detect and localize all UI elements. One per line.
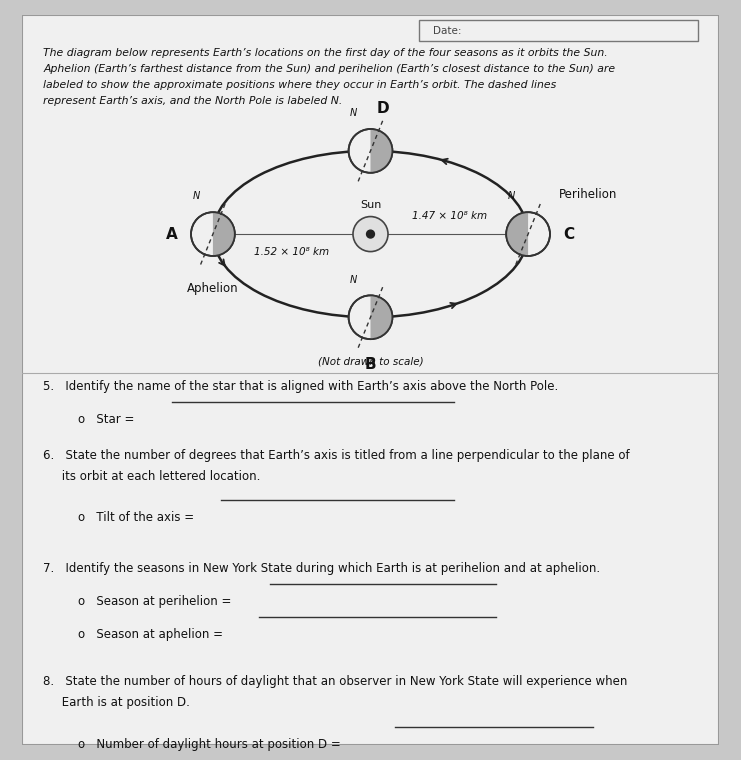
- Text: 8.   State the number of hours of daylight that an observer in New York State wi: 8. State the number of hours of daylight…: [43, 676, 628, 689]
- Text: labeled to show the approximate positions where they occur in Earth’s orbit. The: labeled to show the approximate position…: [43, 80, 556, 90]
- Text: Aphelion: Aphelion: [187, 282, 239, 295]
- Text: C: C: [563, 226, 574, 242]
- Polygon shape: [370, 129, 393, 173]
- Text: 1.52 × 10⁸ km: 1.52 × 10⁸ km: [254, 247, 329, 257]
- Text: D: D: [377, 101, 390, 116]
- Text: Date:: Date:: [433, 26, 462, 36]
- Text: The diagram below represents Earth’s locations on the first day of the four seas: The diagram below represents Earth’s loc…: [43, 48, 608, 58]
- Text: N: N: [508, 192, 515, 201]
- Text: o   Season at aphelion =: o Season at aphelion =: [78, 628, 227, 641]
- Text: B: B: [365, 356, 376, 372]
- Text: Earth is at position D.: Earth is at position D.: [43, 696, 190, 709]
- Text: 1.47 × 10⁸ km: 1.47 × 10⁸ km: [412, 211, 487, 221]
- Circle shape: [191, 212, 235, 256]
- Circle shape: [348, 296, 393, 339]
- Text: o   Season at perihelion =: o Season at perihelion =: [78, 595, 235, 608]
- Circle shape: [353, 217, 388, 252]
- Text: N: N: [193, 192, 200, 201]
- Polygon shape: [506, 212, 528, 256]
- Text: o   Number of daylight hours at position D =: o Number of daylight hours at position D…: [78, 737, 345, 751]
- Text: represent Earth’s axis, and the North Pole is labeled N.: represent Earth’s axis, and the North Po…: [43, 97, 342, 106]
- FancyBboxPatch shape: [22, 15, 719, 745]
- Text: Sun: Sun: [360, 200, 381, 210]
- Text: 6.   State the number of degrees that Earth’s axis is titled from a line perpend: 6. State the number of degrees that Eart…: [43, 449, 630, 462]
- Text: N: N: [350, 274, 357, 285]
- Polygon shape: [213, 212, 235, 256]
- Text: Perihelion: Perihelion: [559, 188, 617, 201]
- Circle shape: [348, 129, 393, 173]
- Polygon shape: [370, 296, 393, 339]
- Text: (Not drawn to scale): (Not drawn to scale): [318, 356, 423, 366]
- Text: A: A: [166, 226, 178, 242]
- Text: 5.   Identify the name of the star that is aligned with Earth’s axis above the N: 5. Identify the name of the star that is…: [43, 380, 559, 393]
- Text: Aphelion (Earth’s farthest distance from the Sun) and perihelion (Earth’s closes: Aphelion (Earth’s farthest distance from…: [43, 64, 615, 74]
- Text: o   Tilt of the axis =: o Tilt of the axis =: [78, 511, 198, 524]
- Text: N: N: [350, 108, 357, 119]
- Text: o   Star =: o Star =: [78, 413, 138, 426]
- Circle shape: [367, 230, 374, 238]
- Text: 7.   Identify the seasons in New York State during which Earth is at perihelion : 7. Identify the seasons in New York Stat…: [43, 562, 600, 575]
- FancyBboxPatch shape: [419, 21, 698, 41]
- Circle shape: [506, 212, 550, 256]
- Text: its orbit at each lettered location.: its orbit at each lettered location.: [43, 470, 261, 483]
